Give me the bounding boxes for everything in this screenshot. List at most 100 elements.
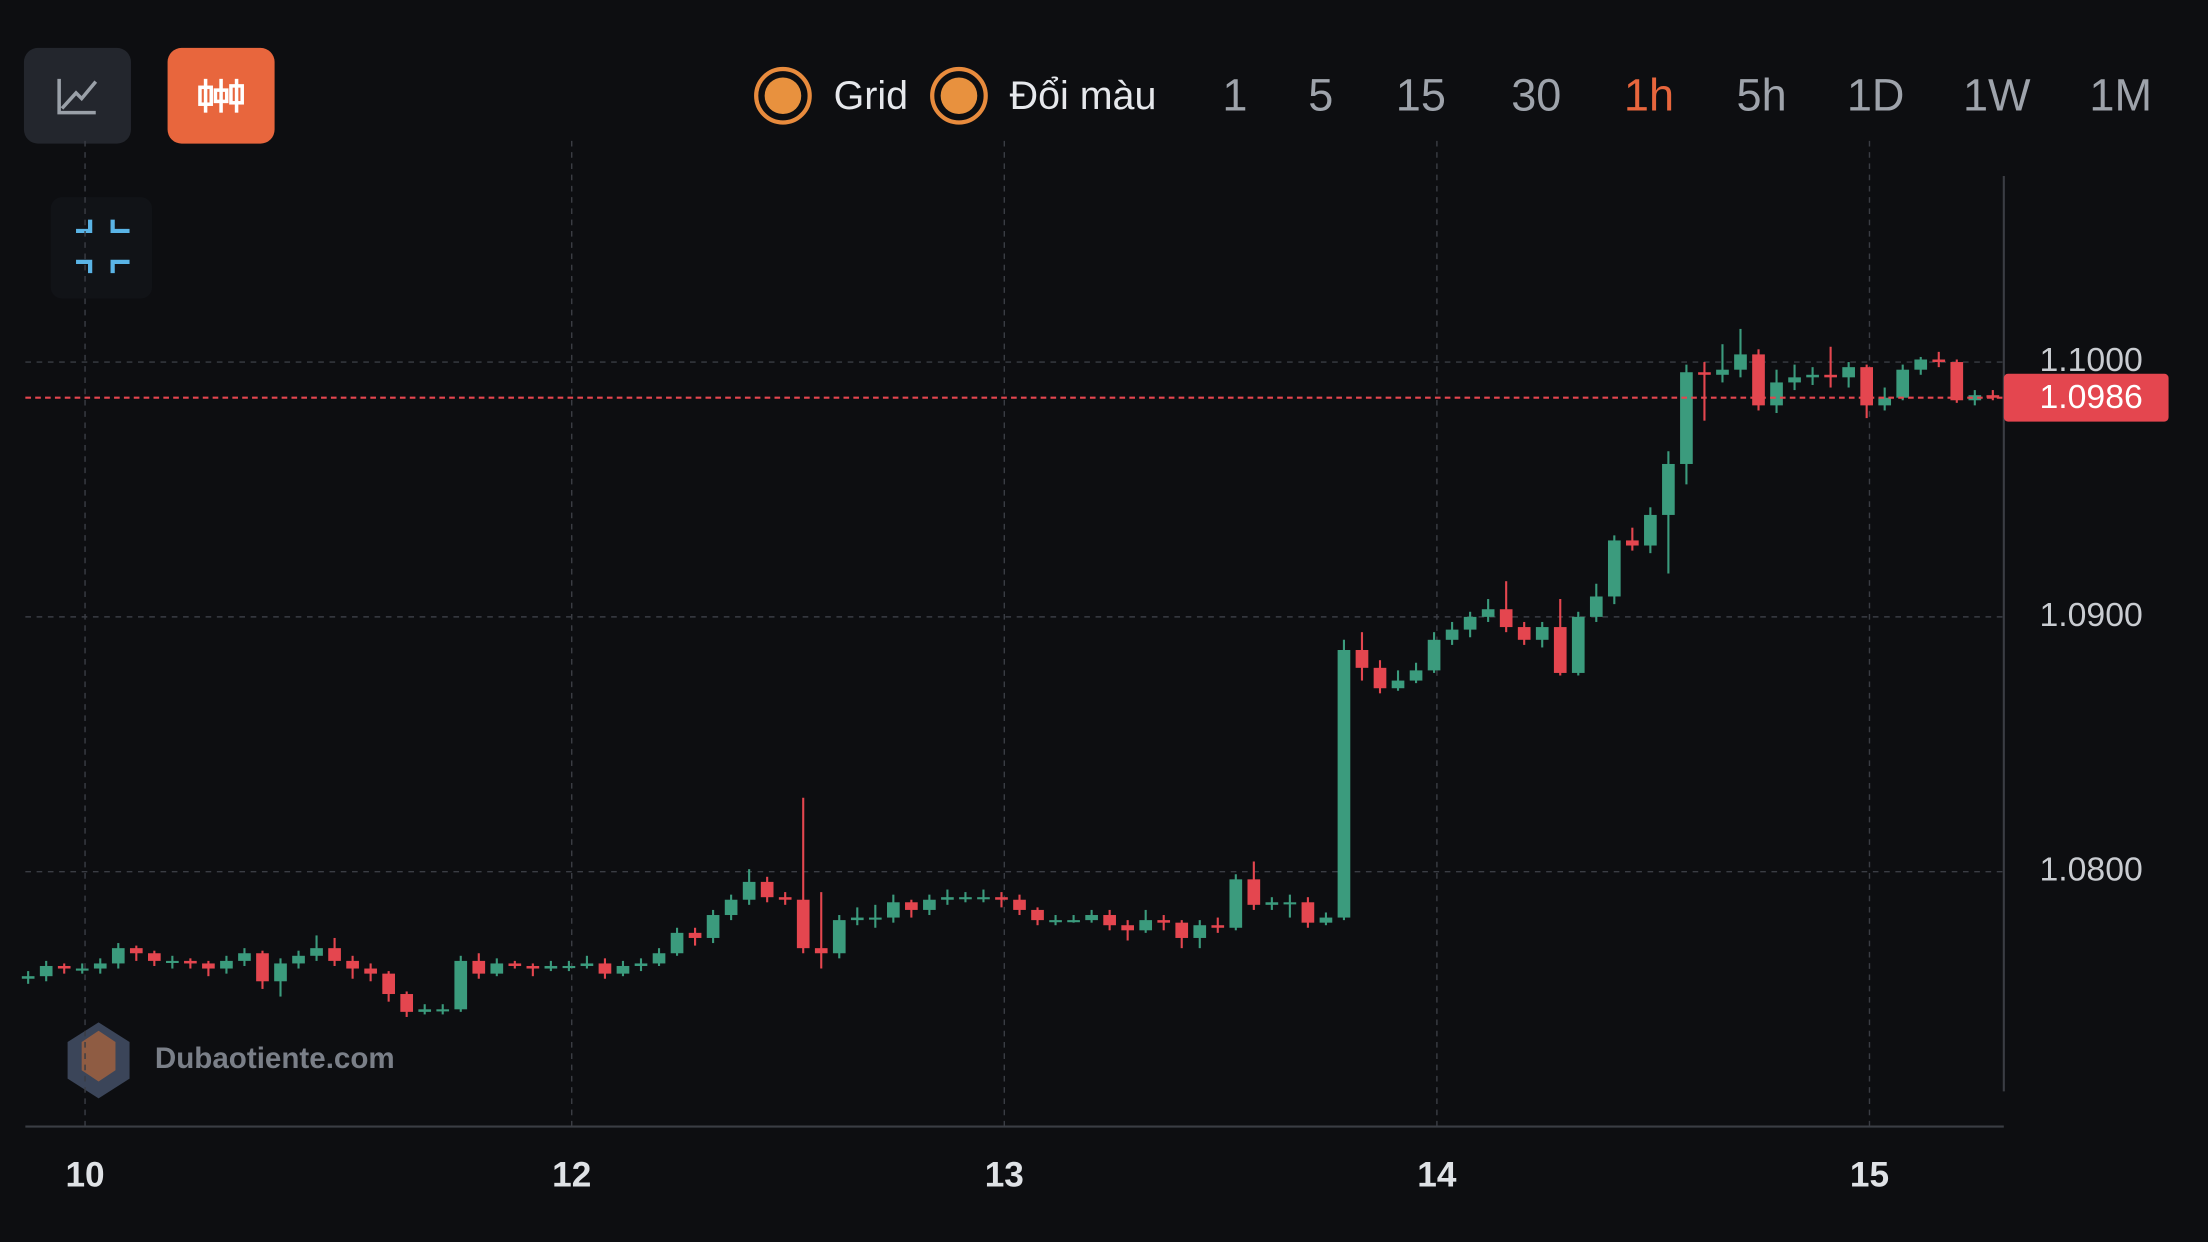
candle-body (832, 920, 846, 954)
current-price-tag (2003, 373, 2169, 422)
candle-body (1914, 359, 1928, 370)
toggle-ring[interactable] (930, 66, 988, 125)
candle-body (1878, 397, 1892, 406)
candle-body (1355, 650, 1369, 668)
candle-body (995, 897, 1008, 900)
candle-body (1950, 362, 1964, 401)
candle-body (1409, 670, 1423, 681)
y-tick-label: 1.0800 (2039, 851, 2142, 889)
candle-body (1553, 627, 1567, 673)
candle-body (1319, 917, 1333, 923)
candle-body (93, 963, 107, 969)
timeframe-button[interactable]: 30 (1511, 69, 1561, 120)
candle-body (1049, 920, 1062, 923)
candle-body (959, 897, 972, 900)
timeframe-button[interactable]: 1 (1222, 69, 1247, 120)
candle-body (1986, 395, 2000, 398)
candle-body (887, 902, 900, 918)
toggle-dot (764, 77, 802, 115)
candle-body (652, 953, 666, 964)
timeframe-button[interactable]: 1h (1624, 69, 1674, 120)
candle-body (111, 948, 125, 964)
candle-body (1139, 920, 1153, 931)
candle-body (544, 965, 558, 969)
watermark: Dubaotiente.com (67, 1022, 395, 1099)
y-tick-label: 1.0900 (2039, 596, 2142, 634)
candle-body (39, 965, 53, 977)
candle-body (1193, 925, 1207, 938)
toggle-label[interactable]: Grid (834, 74, 908, 118)
candle-body (147, 953, 161, 961)
candle-body (310, 948, 323, 956)
candle-body (1301, 902, 1315, 923)
candle-body (1427, 639, 1441, 671)
watermark-text: Dubaotiente.com (155, 1042, 395, 1075)
candle-body (1770, 382, 1783, 406)
candle-body (598, 963, 612, 974)
x-tick-label: 12 (552, 1156, 591, 1195)
candle-body (1481, 609, 1495, 617)
candle-body (1698, 372, 1711, 375)
candle-body (1445, 629, 1459, 640)
candle-body (328, 948, 341, 961)
candle-body (364, 968, 377, 974)
candle-body (274, 963, 287, 982)
candle-body (616, 965, 630, 974)
toggle-label[interactable]: Đổi màu (1010, 74, 1157, 118)
candle-body (796, 899, 810, 949)
candle-body (454, 960, 468, 1010)
candle-body (1103, 915, 1116, 926)
candle-body (1085, 915, 1098, 921)
timeframe-button[interactable]: 5 (1308, 69, 1333, 120)
y-tick-label: 1.1000 (2039, 341, 2142, 379)
candle-body (1662, 463, 1675, 515)
candle-body (1896, 369, 1910, 398)
candle-body (1391, 680, 1405, 689)
candle-body (1265, 902, 1279, 905)
candle-body (1499, 609, 1513, 628)
candle-body (905, 902, 918, 910)
candle-body (400, 994, 414, 1012)
candle-body (1716, 369, 1729, 375)
timeframe-button[interactable]: 15 (1396, 69, 1446, 120)
candle-body (490, 963, 504, 974)
toggle-dot (940, 77, 978, 115)
candle-body (129, 948, 143, 954)
candle-body (1121, 925, 1134, 931)
candle-body (742, 881, 756, 900)
candle-body (941, 897, 954, 900)
x-tick-label: 15 (1850, 1156, 1889, 1195)
candle-body (1607, 540, 1621, 597)
fullscreen-button[interactable] (50, 197, 153, 299)
candle-body (688, 932, 702, 938)
candle-body (850, 917, 864, 921)
candle-body (1824, 374, 1837, 378)
candle-body (1031, 909, 1044, 921)
candle-body (1517, 627, 1531, 640)
candle-body (1680, 372, 1693, 464)
candle-body (202, 963, 215, 969)
candle-body (436, 1009, 450, 1012)
candle-body (382, 973, 395, 995)
candle-body (346, 960, 359, 969)
timeframe-button[interactable]: 5h (1737, 69, 1787, 120)
candle-body (292, 955, 305, 964)
x-tick-label: 10 (65, 1156, 104, 1195)
candle-body (238, 953, 251, 961)
candle-body (256, 953, 269, 982)
timeframe-button[interactable]: 1M (2089, 69, 2152, 120)
candle-body (1373, 667, 1387, 689)
candle-body (21, 976, 35, 979)
timeframe-button[interactable]: 1D (1847, 69, 1905, 120)
toggle-ring[interactable] (754, 66, 812, 125)
candle-body (526, 965, 540, 969)
candle-body (418, 1009, 432, 1012)
candle-icon (198, 78, 244, 113)
candle-body (580, 963, 594, 966)
candle-body (1157, 920, 1171, 923)
candle-body (1788, 377, 1801, 383)
timeframe-button[interactable]: 1W (1963, 69, 2031, 120)
current-price-label: 1.0986 (2039, 378, 2142, 416)
